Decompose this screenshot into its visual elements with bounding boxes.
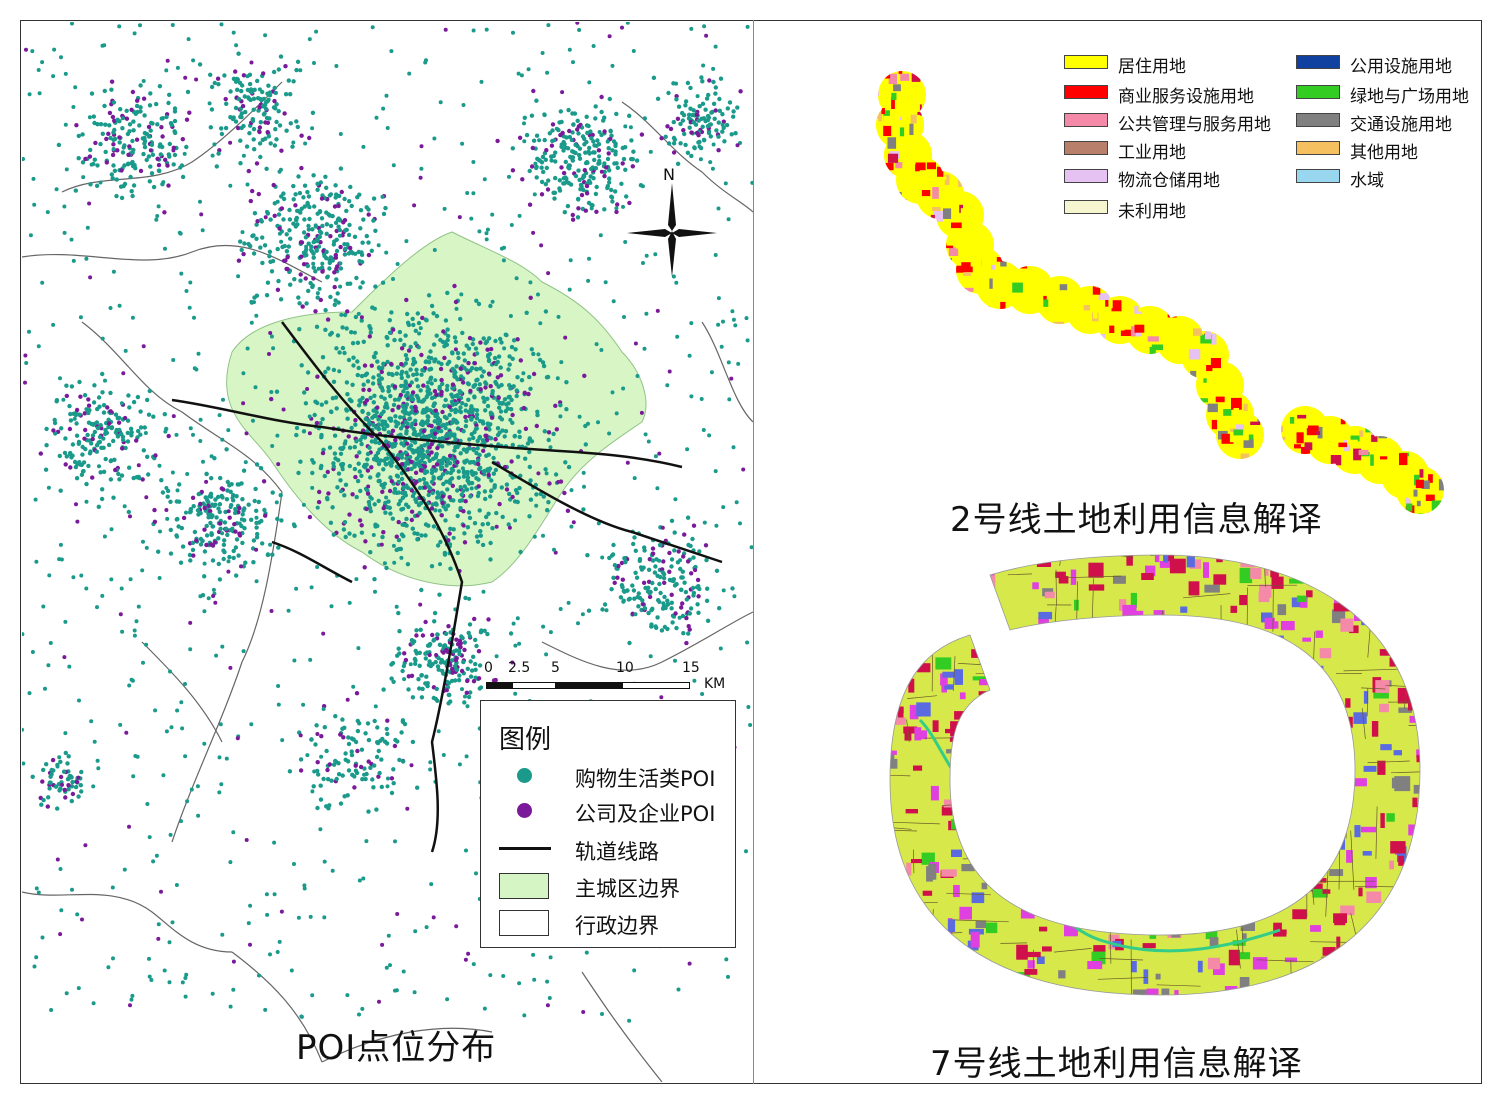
legend-swatch bbox=[1296, 85, 1340, 99]
poi-map-title: POI点位分布 bbox=[296, 1028, 497, 1068]
green-box-icon bbox=[499, 873, 549, 899]
legend-label: 主城区边界 bbox=[575, 877, 680, 901]
legend-label: 水域 bbox=[1350, 171, 1384, 191]
figure-frame bbox=[20, 20, 1482, 1084]
scale-unit: KM bbox=[704, 676, 726, 692]
legend-label: 其他用地 bbox=[1350, 143, 1418, 163]
legend-label: 购物生活类POI bbox=[575, 767, 716, 791]
legend-label: 公司及企业POI bbox=[575, 802, 716, 826]
scale-bar: 0 2.5 5 10 15 KM bbox=[484, 660, 736, 700]
line2-map-title: 2号线土地利用信息解译 bbox=[950, 500, 1323, 540]
poi-distribution-map bbox=[22, 22, 753, 1082]
legend-swatch bbox=[1296, 113, 1340, 127]
legend-swatch bbox=[1296, 169, 1340, 183]
legend-label: 行政边界 bbox=[575, 914, 659, 938]
legend-label: 轨道线路 bbox=[575, 840, 659, 864]
scale-segment bbox=[486, 682, 512, 689]
scale-segment bbox=[512, 682, 556, 689]
legend-label: 居住用地 bbox=[1118, 57, 1186, 77]
scale-tick: 2.5 bbox=[508, 660, 531, 676]
compass-icon bbox=[627, 183, 717, 277]
legend-swatch bbox=[1064, 55, 1108, 69]
purple-dot-icon bbox=[517, 803, 532, 818]
scale-tick: 5 bbox=[551, 660, 560, 676]
legend-swatch bbox=[1064, 200, 1108, 214]
legend-item-admin-boundary: 行政边界 bbox=[481, 908, 735, 938]
legend-swatch bbox=[1296, 141, 1340, 155]
legend-label: 公共管理与服务用地 bbox=[1118, 115, 1271, 135]
legend-label: 工业用地 bbox=[1118, 143, 1186, 163]
landuse-legend: 居住用地 公用设施用地 商业服务设施用地 绿地与广场用地 公共管理与服务用地 交… bbox=[1064, 52, 1484, 222]
legend-label: 公用设施用地 bbox=[1350, 57, 1452, 77]
line7-landuse-map bbox=[889, 554, 1421, 996]
legend-swatch bbox=[1064, 85, 1108, 99]
legend-item-company-poi: 公司及企业POI bbox=[481, 796, 735, 826]
scale-tick: 15 bbox=[682, 660, 700, 676]
scale-segment bbox=[622, 682, 690, 689]
legend-label: 商业服务设施用地 bbox=[1118, 87, 1254, 107]
legend-label: 未利用地 bbox=[1118, 202, 1186, 222]
legend-swatch bbox=[1064, 169, 1108, 183]
panel-divider bbox=[753, 20, 754, 1084]
line7-ring-outline bbox=[889, 554, 1421, 996]
line2-landuse-map bbox=[876, 71, 1444, 514]
legend-label: 绿地与广场用地 bbox=[1350, 87, 1469, 107]
legend-swatch bbox=[1064, 113, 1108, 127]
legend-label: 交通设施用地 bbox=[1350, 115, 1452, 135]
teal-dot-icon bbox=[517, 768, 532, 783]
line-symbol-icon bbox=[499, 847, 551, 850]
legend-item-shopping-poi: 购物生活类POI bbox=[481, 761, 735, 791]
north-label: N bbox=[663, 165, 675, 184]
scale-tick: 0 bbox=[484, 660, 493, 676]
legend-swatch bbox=[1064, 141, 1108, 155]
north-arrow: N bbox=[625, 165, 720, 280]
poi-legend: 图例 购物生活类POI 公司及企业POI 轨道线路 主城区边界 行政边界 bbox=[480, 700, 736, 948]
legend-label: 物流仓储用地 bbox=[1118, 171, 1220, 191]
legend-title: 图例 bbox=[499, 725, 552, 755]
legend-swatch bbox=[1296, 55, 1340, 69]
white-box-icon bbox=[499, 910, 549, 936]
legend-item-rail-line: 轨道线路 bbox=[481, 834, 735, 864]
scale-segment bbox=[556, 682, 622, 689]
poi-points bbox=[22, 22, 753, 1023]
line7-map-title: 7号线土地利用信息解译 bbox=[930, 1044, 1303, 1084]
legend-item-main-city: 主城区边界 bbox=[481, 871, 735, 901]
scale-tick: 10 bbox=[616, 660, 634, 676]
rail-lines bbox=[171, 321, 723, 853]
